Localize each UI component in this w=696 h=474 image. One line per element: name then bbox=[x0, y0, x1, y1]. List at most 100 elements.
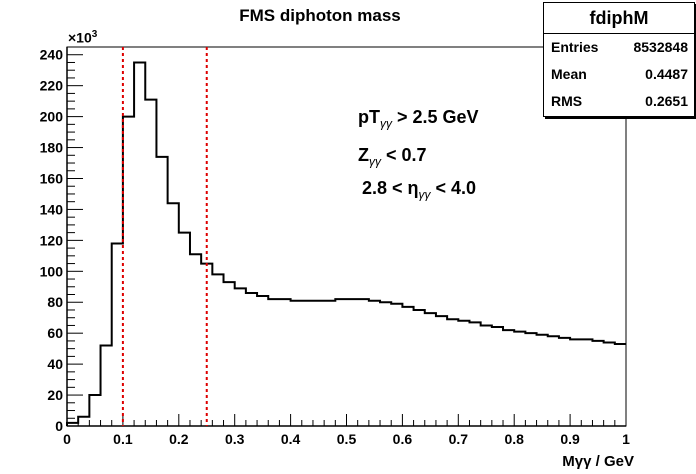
histogram-bin bbox=[503, 330, 514, 426]
annotation-z-cut: Zγγ < 0.7 bbox=[358, 145, 427, 169]
stats-value: 0.2651 bbox=[645, 93, 688, 109]
annotation-text: 2.8 < η bbox=[362, 178, 419, 198]
x-axis-label: Mγγ / GeV bbox=[562, 453, 634, 470]
y-tick-label: 100 bbox=[40, 263, 64, 279]
histogram-bin bbox=[89, 395, 100, 426]
stats-row-mean: Mean 0.4487 bbox=[544, 61, 694, 88]
y-tick-label: 220 bbox=[40, 78, 64, 94]
histogram-bin bbox=[425, 313, 436, 426]
annotation-text: > 2.5 GeV bbox=[392, 107, 479, 127]
histogram-bin bbox=[168, 203, 179, 426]
histogram-bin bbox=[302, 301, 313, 426]
stats-value: 8532848 bbox=[633, 39, 688, 55]
histogram-bin bbox=[112, 243, 123, 426]
histogram-bin bbox=[78, 417, 89, 426]
histogram-bin bbox=[469, 322, 480, 426]
x-tick-label: 1 bbox=[622, 431, 630, 447]
stats-row-entries: Entries 8532848 bbox=[544, 34, 694, 61]
stats-value: 0.4487 bbox=[645, 66, 688, 82]
stats-label: RMS bbox=[551, 93, 583, 109]
x-tick-label: 0.8 bbox=[504, 431, 524, 447]
y-tick-label: 140 bbox=[40, 201, 64, 217]
y-tick-label: 180 bbox=[40, 140, 64, 156]
annotation-text: < 4.0 bbox=[430, 178, 477, 198]
histogram-bin bbox=[369, 301, 380, 426]
annotation-text: < 0.7 bbox=[381, 145, 427, 165]
histogram-bin bbox=[391, 304, 402, 426]
y-tick-label: 200 bbox=[40, 109, 64, 125]
x-tick-label: 0.5 bbox=[337, 431, 357, 447]
histogram-bin bbox=[279, 299, 290, 426]
stats-histogram-name: fdiphM bbox=[544, 3, 694, 34]
histogram-bin bbox=[458, 321, 469, 426]
stats-box: fdiphM Entries 8532848 Mean 0.4487 RMS 0… bbox=[543, 2, 695, 117]
x-tick-label: 0.1 bbox=[113, 431, 133, 447]
histogram-bin bbox=[246, 293, 257, 426]
histogram-bin bbox=[548, 336, 559, 426]
stats-label: Entries bbox=[551, 39, 599, 55]
histogram-bin bbox=[101, 346, 112, 426]
histogram-bin bbox=[358, 299, 369, 426]
annotation-subscript: γγ bbox=[369, 154, 381, 169]
histogram-bin bbox=[324, 301, 335, 426]
histogram-bin bbox=[212, 274, 223, 426]
annotation-subscript: γγ bbox=[380, 116, 392, 131]
y-tick-label: 80 bbox=[47, 294, 63, 310]
histogram-bin bbox=[145, 100, 156, 426]
annotation-subscript: γγ bbox=[418, 187, 431, 202]
histogram-bin bbox=[537, 335, 548, 426]
histogram-series bbox=[66, 61, 626, 426]
annotation-pt-cut: pTγγ > 2.5 GeV bbox=[358, 107, 479, 131]
histogram-bin bbox=[235, 288, 246, 426]
histogram-bin bbox=[224, 282, 235, 426]
y-exponent-power: 3 bbox=[91, 29, 98, 40]
y-tick-label: 240 bbox=[40, 47, 64, 63]
histogram-bin bbox=[604, 342, 615, 426]
y-tick-label: 0 bbox=[55, 418, 63, 434]
histogram-bin bbox=[313, 301, 324, 426]
histogram-bin bbox=[559, 338, 570, 426]
y-axis-multiplier: ×103 bbox=[68, 29, 97, 46]
x-tick-label: 0.2 bbox=[169, 431, 189, 447]
y-tick-label: 40 bbox=[47, 356, 63, 372]
histogram-bin bbox=[436, 316, 447, 426]
y-tick-label: 20 bbox=[47, 387, 63, 403]
annotation-text: pT bbox=[358, 107, 380, 127]
x-tick-label: 0 bbox=[63, 431, 71, 447]
annotation-eta-cut: 2.8 < ηγγ < 4.0 bbox=[362, 178, 476, 202]
chart-title: FMS diphoton mass bbox=[239, 6, 401, 25]
x-tick-label: 0.3 bbox=[225, 431, 245, 447]
x-tick-label: 0.7 bbox=[449, 431, 469, 447]
x-tick-label: 0.4 bbox=[281, 431, 301, 447]
histogram-bin bbox=[402, 307, 413, 426]
histogram-bin bbox=[514, 332, 525, 426]
histogram-bin bbox=[190, 254, 201, 426]
histogram-bin bbox=[257, 296, 268, 426]
histogram-bin bbox=[123, 117, 134, 426]
annotation-text: Z bbox=[358, 145, 369, 165]
y-tick-label: 120 bbox=[40, 232, 64, 248]
y-exponent-base: ×10 bbox=[68, 29, 92, 46]
histogram-bin bbox=[592, 341, 603, 426]
y-tick-label: 60 bbox=[47, 325, 63, 341]
histogram-bin bbox=[335, 299, 346, 426]
histogram-bin bbox=[291, 301, 302, 426]
x-tick-label: 0.9 bbox=[560, 431, 580, 447]
histogram-bin bbox=[570, 339, 581, 426]
histogram-bin bbox=[268, 299, 279, 426]
histogram-bin bbox=[179, 233, 190, 426]
stats-label: Mean bbox=[551, 66, 587, 82]
histogram-bin bbox=[414, 310, 425, 426]
x-tick-label: 0.6 bbox=[393, 431, 413, 447]
histogram-bin bbox=[525, 333, 536, 426]
histogram-bin bbox=[134, 62, 145, 426]
histogram-bin bbox=[492, 327, 503, 426]
histogram-bin bbox=[347, 299, 358, 426]
histogram-bin bbox=[581, 339, 592, 426]
histogram-bin bbox=[615, 344, 626, 426]
y-tick-label: 160 bbox=[40, 170, 64, 186]
histogram-bin bbox=[481, 325, 492, 426]
histogram-bin bbox=[156, 157, 167, 426]
histogram-bin bbox=[447, 319, 458, 426]
